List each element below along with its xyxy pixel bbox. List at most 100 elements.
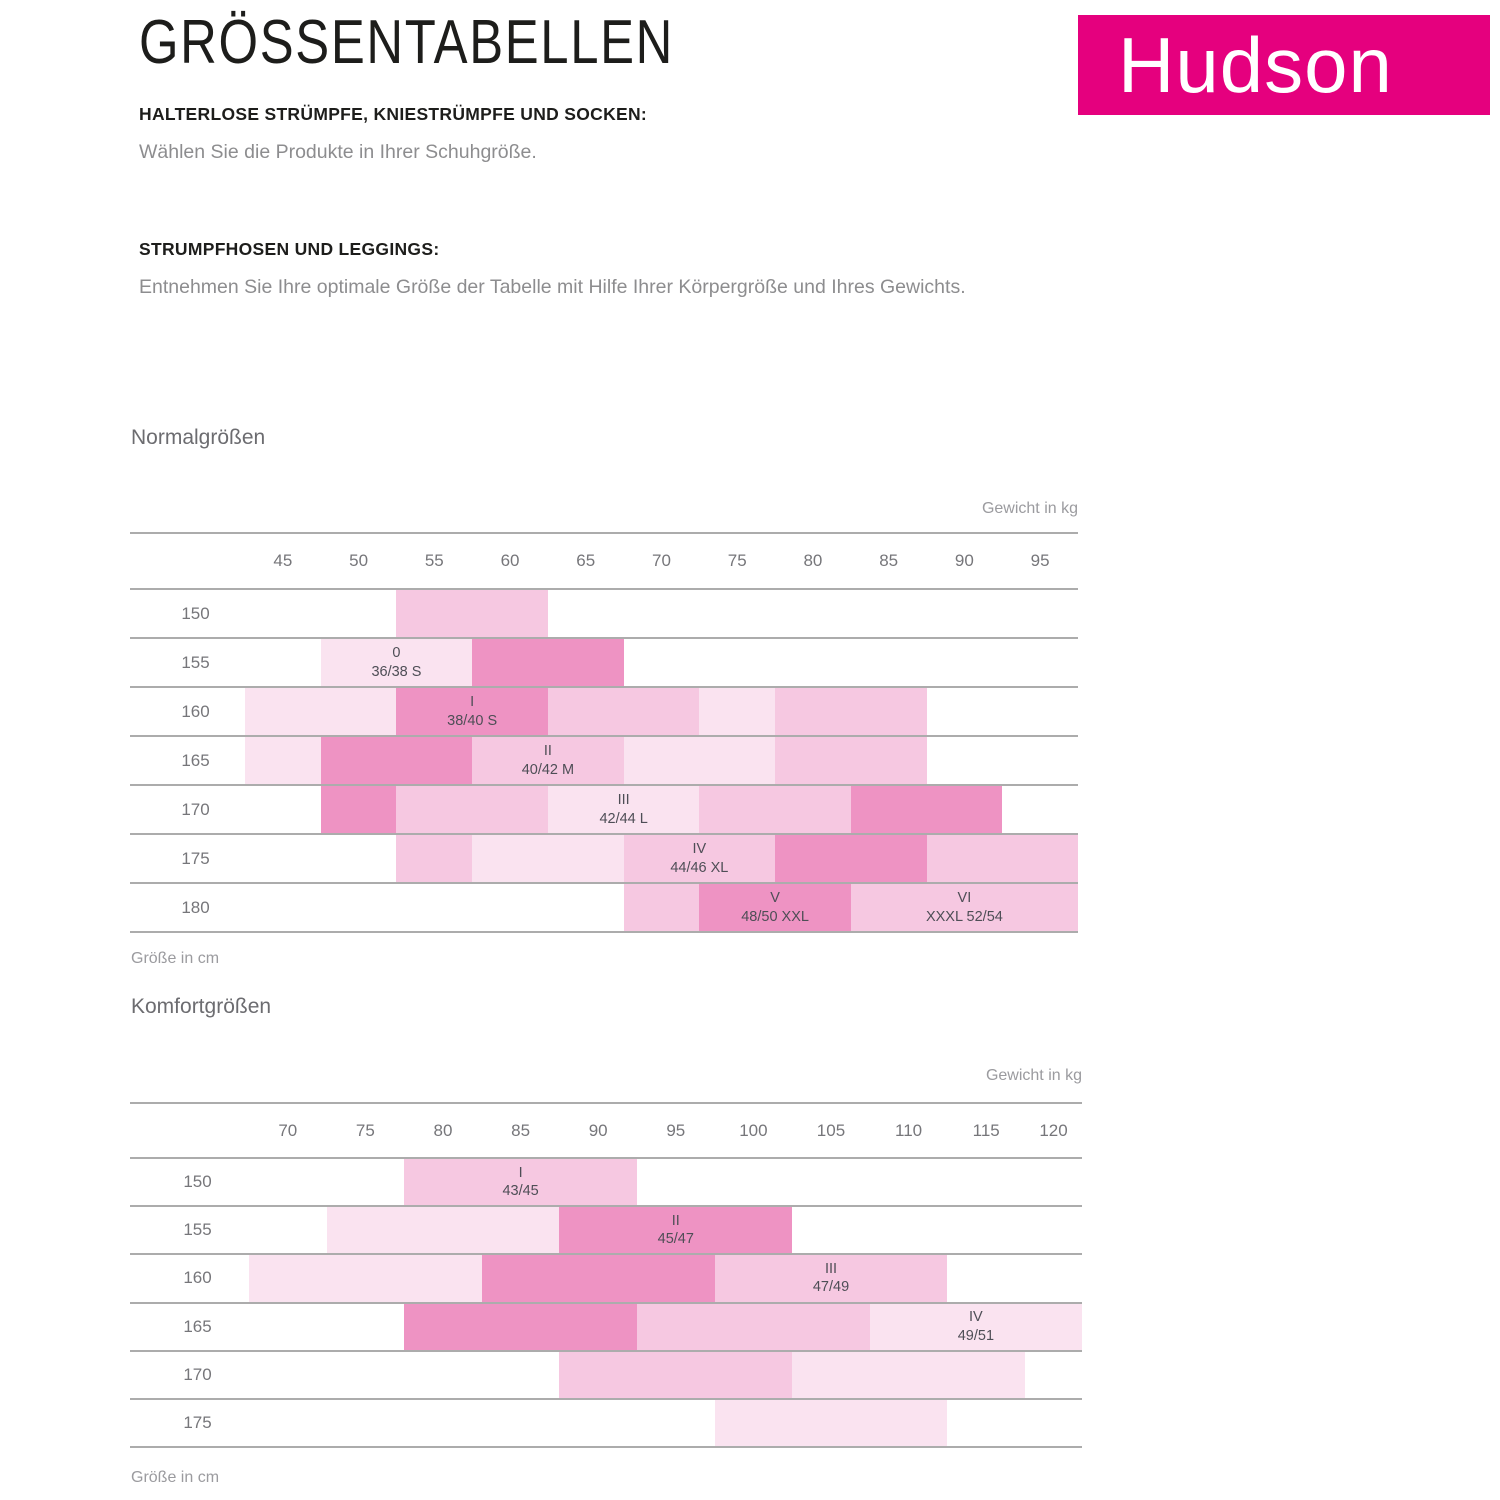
- size-range-label: 49/51: [957, 1327, 995, 1344]
- size-band: [699, 785, 851, 834]
- size-band: III 42/44 L: [547, 785, 700, 834]
- size-roman-label: IV: [692, 841, 707, 857]
- height-axis-label-comfort: Größe in cm: [131, 1469, 220, 1486]
- section-body-tights: Entnehmen Sie Ihre optimale Größe der Ta…: [139, 276, 966, 298]
- weight-column-header: 110: [895, 1120, 923, 1140]
- grid-line: [130, 686, 1078, 688]
- height-row-label: 175: [181, 848, 210, 868]
- height-row-label: 150: [181, 603, 210, 623]
- size-band: [926, 834, 1078, 883]
- grid-line: [130, 1253, 1082, 1256]
- weight-column-header: 90: [588, 1120, 608, 1140]
- size-roman-label: V: [770, 890, 780, 906]
- weight-column-header: 95: [666, 1120, 686, 1140]
- weight-column-header: 105: [816, 1120, 846, 1140]
- size-band: [699, 687, 776, 736]
- size-range-label: XXXL 52/54: [925, 908, 1003, 925]
- size-range-label: 36/38 S: [371, 663, 422, 680]
- height-row-label: 170: [183, 1364, 212, 1384]
- weight-column-header: 65: [576, 551, 596, 570]
- size-band: [623, 883, 700, 932]
- grid-line: [130, 532, 1078, 534]
- grid-line: [130, 588, 1078, 590]
- section-body-stockings: Wählen Sie die Produkte in Ihrer Schuhgr…: [139, 141, 537, 163]
- grid-line: [130, 1157, 1082, 1159]
- size-band: [547, 687, 700, 736]
- grid-line: [130, 833, 1078, 835]
- weight-column-header: 45: [273, 551, 293, 570]
- grid-line: [130, 784, 1078, 786]
- size-band: I 43/45: [404, 1158, 637, 1207]
- weight-column-header: 100: [739, 1120, 768, 1140]
- size-band: [326, 1206, 560, 1255]
- height-row-label: 175: [183, 1413, 212, 1433]
- size-range-label: 45/47: [657, 1231, 694, 1248]
- hudson-logo: Hudson: [1078, 15, 1490, 115]
- grid-line: [130, 1446, 1082, 1449]
- weight-column-header: 80: [803, 551, 823, 570]
- size-band: [320, 785, 397, 834]
- weight-axis-label-normal: Gewicht in kg: [981, 500, 1078, 517]
- size-band: [472, 638, 624, 687]
- size-range-label: 42/44 L: [599, 810, 648, 827]
- size-band: [320, 736, 473, 785]
- grid-line: [130, 882, 1078, 884]
- size-band: [396, 785, 548, 834]
- weight-column-header: 90: [954, 551, 974, 570]
- weight-column-header: 70: [278, 1120, 298, 1140]
- size-band: [404, 1302, 637, 1351]
- weight-column-header: 70: [652, 551, 671, 570]
- size-range-label: 43/45: [502, 1183, 539, 1200]
- size-roman-label: III: [617, 792, 630, 808]
- weight-column-header: 60: [500, 551, 520, 570]
- size-band: [472, 834, 624, 883]
- size-roman-label: VI: [957, 890, 972, 906]
- weight-column-header: 75: [727, 551, 747, 570]
- height-row-label: 160: [181, 701, 210, 721]
- size-range-label: 38/40 S: [447, 712, 498, 729]
- section-heading-stockings: HALTERLOSE STRÜMPFE, KNIESTRÜMPFE UND SO…: [139, 104, 648, 124]
- size-band: [775, 834, 927, 883]
- size-band: [637, 1302, 870, 1351]
- weight-column-header: 95: [1030, 551, 1050, 570]
- height-row-label: 180: [181, 897, 210, 917]
- height-row-label: 160: [183, 1268, 212, 1288]
- size-band: IV 49/51: [869, 1302, 1082, 1351]
- size-band: [396, 589, 548, 638]
- size-roman-label: I: [470, 694, 475, 710]
- size-band: [775, 687, 927, 736]
- size-range-label: 40/42 M: [521, 761, 575, 778]
- size-band: 0 36/38 S: [320, 638, 473, 687]
- size-roman-label: II: [671, 1212, 680, 1229]
- comfort-sizes-chart: 70 75 80 85 90 95 100 105 110 115 120 150 155 160 165 1…: [130, 1102, 1082, 1449]
- size-band: [792, 1350, 1025, 1399]
- size-band: II 40/42 M: [472, 736, 624, 785]
- chart-title-comfort-sizes: Komfortgrößen: [131, 995, 272, 1018]
- height-row-label: 150: [183, 1172, 212, 1192]
- size-band: IV 44/46 XL: [623, 834, 776, 883]
- grid-line: [130, 735, 1078, 737]
- size-roman-label: II: [543, 743, 552, 759]
- grid-line: [130, 931, 1078, 933]
- size-roman-label: I: [518, 1164, 523, 1181]
- size-band: [559, 1350, 793, 1399]
- page-title: GRÖSSENTABELLEN: [139, 8, 675, 77]
- size-band: III 47/49: [714, 1254, 948, 1303]
- size-band: I 38/40 S: [396, 687, 548, 736]
- height-row-label: 165: [181, 750, 210, 770]
- size-roman-label: 0: [392, 645, 401, 661]
- size-roman-label: IV: [969, 1309, 983, 1326]
- height-row-label: 155: [183, 1220, 212, 1240]
- weight-column-header: 75: [355, 1120, 375, 1140]
- weight-column-header: 80: [433, 1120, 453, 1140]
- weight-column-header: 115: [972, 1120, 1000, 1140]
- size-band: [481, 1254, 715, 1303]
- weight-axis-label-comfort: Gewicht in kg: [985, 1067, 1082, 1084]
- size-band: II 45/47: [559, 1206, 793, 1255]
- size-band: V 48/50 XXL: [699, 883, 851, 932]
- size-band: [775, 736, 927, 785]
- grid-line: [130, 1301, 1082, 1304]
- size-band: [623, 736, 776, 785]
- size-roman-label: III: [824, 1260, 838, 1277]
